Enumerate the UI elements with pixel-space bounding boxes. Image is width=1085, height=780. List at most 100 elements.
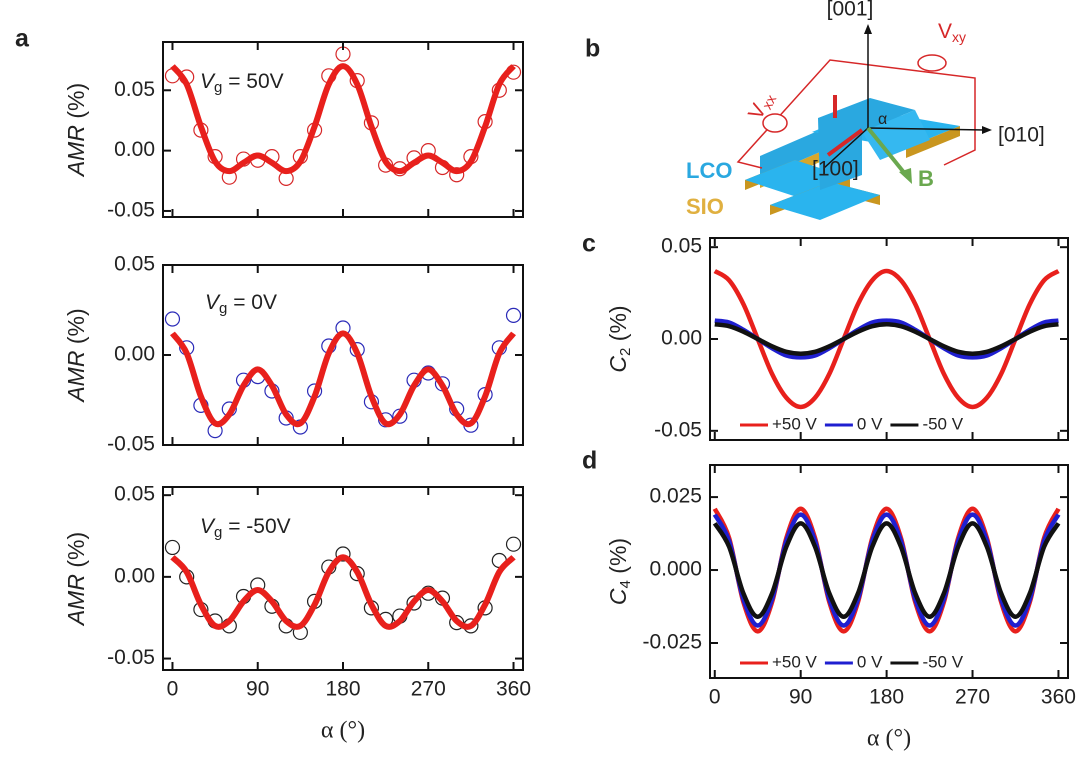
- x-axis-label: α (°): [867, 726, 911, 752]
- arrow-head: [982, 126, 992, 134]
- x-tick-label: 360: [1041, 686, 1076, 709]
- annotation-part: g: [219, 300, 227, 317]
- y-axis-label: AMR (%): [63, 532, 89, 627]
- lco-layer: [770, 182, 880, 220]
- arrow-head: [899, 168, 912, 184]
- y-tick-label: -0.025: [642, 631, 702, 654]
- layer-label: LCO: [686, 158, 732, 183]
- y-axis-label-part: C: [605, 588, 631, 605]
- y-tick-label: -0.05: [107, 646, 155, 669]
- axis-arrow: [823, 127, 869, 169]
- annotation: Vg = 50V: [200, 70, 284, 96]
- chart: -0.05 0.00 0.05 AMR (%) Vg = 50V a: [15, 25, 524, 222]
- plot-area: [164, 307, 522, 439]
- y-axis-label: C4 (%): [605, 538, 634, 605]
- annotation: Vg = -50V: [200, 515, 291, 541]
- legend-label: +50 V: [772, 652, 818, 671]
- device-diagram: [001] [010] [100] α B LCO SIO Vxy Vxx b: [585, 0, 1045, 220]
- voltmeter: [917, 54, 947, 72]
- x-tick-label: 270: [411, 678, 446, 701]
- y-tick-label: -0.05: [107, 199, 155, 222]
- voltage-symbol: V: [938, 20, 952, 43]
- data-point: [505, 536, 522, 552]
- legend-label: 0 V: [857, 414, 883, 433]
- y-tick-label: 0.00: [114, 564, 155, 587]
- y-axis-label-part: 2: [617, 348, 634, 356]
- plot-frame: [162, 486, 524, 671]
- fit-line: [714, 322, 1059, 356]
- fit-line: [170, 63, 516, 175]
- annotation-part: V: [200, 515, 216, 538]
- data-point: [164, 311, 181, 327]
- y-tick-label: 0.05: [114, 253, 155, 276]
- y-axis-label-part: C: [605, 356, 631, 373]
- annotation-part: V: [200, 70, 216, 93]
- lco-layer: [862, 110, 930, 160]
- y-axis-label-part: 4: [617, 580, 634, 588]
- data-point: [449, 167, 465, 183]
- x-tick-label: 180: [325, 678, 360, 701]
- plot-area: [164, 46, 522, 186]
- y-axis-label-part: AMR: [63, 125, 89, 178]
- axis-arrow: [867, 127, 986, 131]
- y-axis-label-part: (%): [63, 532, 89, 574]
- legend: +50 V 0 V -50 V: [740, 414, 964, 433]
- annotation-part: g: [214, 79, 222, 96]
- field-label: B: [918, 166, 934, 191]
- axis-label: [010]: [998, 124, 1045, 147]
- lco-layer: [760, 130, 820, 178]
- layer-label: SIO: [686, 194, 724, 219]
- panel-label: b: [585, 35, 600, 63]
- field-arrow: [866, 126, 908, 177]
- fit-line: [713, 268, 1060, 410]
- x-tick-label: 180: [869, 686, 904, 709]
- legend-label: -50 V: [922, 652, 963, 671]
- chart: -0.05 0.00 0.05 0 90 180 270 360 α (°) AMR (%) Vg …: [63, 483, 531, 744]
- y-tick-label: 0.025: [649, 485, 702, 508]
- wire: [736, 59, 976, 169]
- legend-label: -50 V: [922, 414, 963, 433]
- y-axis-label: AMR (%): [63, 308, 89, 403]
- plot-area: [164, 536, 522, 641]
- y-axis-label-part: (%): [605, 538, 631, 580]
- plot-frame: [709, 464, 1069, 679]
- voltage-label: Vxy: [938, 20, 966, 45]
- y-tick-label: 0.000: [649, 558, 702, 581]
- voltage-sub: xx: [758, 92, 779, 112]
- y-tick-label: -0.05: [654, 418, 702, 441]
- y-tick-label: 0.00: [661, 327, 702, 350]
- plot-area: [712, 506, 1061, 634]
- data-point: [164, 539, 181, 556]
- x-axis-label: α (°): [321, 718, 365, 744]
- annotation-part: g: [214, 524, 222, 541]
- y-axis-label-part: (%): [605, 305, 631, 347]
- plot-area: [713, 268, 1060, 410]
- data-point: [406, 595, 422, 611]
- chart: -0.025 0.000 0.025 0 90 180 270 360 α (°) C4 (%) d…: [582, 447, 1076, 752]
- y-tick-label: 0.00: [114, 343, 155, 366]
- y-axis-label: AMR (%): [63, 83, 89, 178]
- y-tick-label: 0.05: [114, 483, 155, 506]
- legend-label: +50 V: [772, 414, 818, 433]
- voltage-sub: xy: [952, 29, 966, 45]
- x-tick-label: 360: [496, 678, 531, 701]
- y-tick-label: 0.00: [114, 138, 155, 161]
- annotation-part: = -50V: [222, 515, 290, 538]
- axis-label: [001]: [827, 0, 874, 21]
- annotation-part: = 0V: [227, 291, 277, 314]
- angle-label: α: [878, 111, 887, 128]
- lco-layer: [818, 98, 915, 190]
- data-point: [335, 546, 351, 562]
- x-tick-label: 90: [789, 686, 812, 709]
- axis-label: [100]: [812, 158, 859, 181]
- voltage-label: Vxx: [744, 88, 779, 125]
- annotation-part: V: [205, 291, 221, 314]
- data-point: [505, 307, 522, 323]
- x-tick-label: 90: [246, 678, 269, 701]
- y-axis-label-part: (%): [63, 83, 89, 125]
- current-arrow: [826, 128, 864, 157]
- annotation: Vg = 0V: [205, 291, 277, 317]
- annotation-part: = 50V: [222, 70, 283, 93]
- fit-line: [712, 521, 1061, 619]
